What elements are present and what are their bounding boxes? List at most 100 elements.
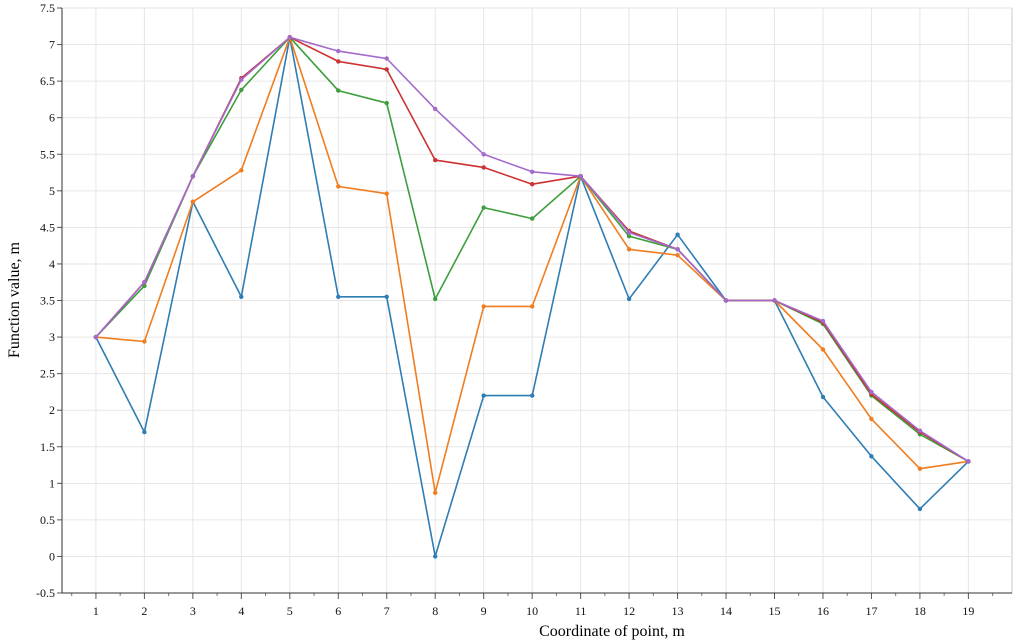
data-point [433, 490, 438, 495]
data-point [433, 554, 438, 559]
data-point [578, 174, 583, 179]
data-point [675, 253, 680, 258]
data-point [530, 393, 535, 398]
data-point [93, 334, 99, 340]
y-tick-label: 5.5 [40, 147, 55, 161]
y-tick-label: 0.5 [40, 513, 55, 527]
data-point [966, 459, 971, 464]
data-point [336, 48, 341, 54]
y-tick-label: 5 [49, 184, 55, 198]
data-point [530, 304, 535, 309]
data-point [481, 393, 486, 398]
data-point [626, 247, 632, 252]
y-tick-label: 1 [49, 476, 55, 490]
x-tick-label: 11 [575, 604, 587, 618]
x-tick-label: 3 [190, 604, 196, 618]
x-tick-label: 6 [335, 604, 341, 618]
x-tick-label: 18 [914, 604, 926, 618]
y-axis-title: Function value, m [6, 241, 23, 358]
data-point [626, 234, 632, 239]
x-tick-label: 7 [384, 604, 390, 618]
data-point [772, 298, 777, 303]
series-5 [93, 35, 971, 464]
data-point [675, 247, 680, 252]
data-point [481, 152, 486, 157]
data-point [142, 283, 147, 289]
x-tick-label: 16 [817, 604, 829, 618]
y-tick-label: 3.5 [40, 294, 55, 308]
data-point [142, 429, 147, 435]
y-tick-label: 7 [49, 38, 55, 52]
x-tick-label: 4 [238, 604, 244, 618]
data-point [433, 106, 438, 112]
y-tick-label: 6.5 [40, 74, 55, 88]
data-point [336, 294, 341, 299]
data-point [239, 294, 244, 299]
x-tick-label: 12 [623, 604, 635, 618]
data-point [530, 182, 535, 187]
data-point [675, 232, 680, 237]
data-point [239, 168, 244, 173]
x-tick-label: 15 [769, 604, 781, 618]
y-tick-label: 4.5 [40, 220, 55, 234]
data-point [142, 339, 147, 344]
data-point [287, 35, 292, 40]
y-tick-label: 2 [49, 403, 55, 417]
x-tick-label: 8 [432, 604, 438, 618]
x-tick-label: 5 [287, 604, 293, 618]
y-tick-label: 1.5 [40, 440, 55, 454]
data-point [530, 169, 535, 174]
x-tick-label: 1 [93, 604, 99, 618]
x-tick-label: 2 [141, 604, 147, 618]
data-point [869, 389, 874, 395]
data-point [239, 77, 244, 82]
y-tick-label: 4 [49, 257, 55, 271]
data-point [384, 100, 389, 106]
data-point [481, 304, 486, 309]
data-point [917, 506, 923, 512]
y-tick-label: 7.5 [40, 1, 55, 15]
data-point [723, 298, 729, 303]
data-point [142, 280, 147, 285]
data-point [626, 296, 632, 302]
y-tick-label: -0.5 [36, 586, 55, 600]
x-tick-label: 14 [720, 604, 732, 618]
y-tick-label: 2.5 [40, 367, 55, 381]
data-point [820, 347, 826, 352]
axes: -0.500.511.522.533.544.555.566.577.51 2 3 4… [36, 1, 1012, 618]
x-axis-title: Coordinate of point, m [539, 623, 685, 640]
data-point [433, 157, 438, 163]
data-point [481, 205, 486, 210]
data-point [239, 87, 244, 93]
data-point [820, 318, 826, 324]
data-point [869, 454, 874, 459]
data-point [530, 216, 535, 221]
y-tick-label: 6 [49, 111, 55, 125]
data-point [336, 59, 341, 64]
data-point [384, 56, 389, 61]
x-tick-label: 17 [865, 604, 877, 618]
x-tick-label: 10 [526, 604, 538, 618]
data-point [190, 174, 196, 179]
data-point [336, 184, 341, 189]
data-point [336, 88, 341, 93]
x-tick-label: 9 [481, 604, 487, 618]
x-tick-label: 13 [672, 604, 684, 618]
y-tick-label: 0 [49, 549, 55, 563]
data-point [626, 230, 632, 235]
data-point [190, 199, 196, 204]
data-point [433, 296, 438, 302]
series-lines [93, 35, 971, 559]
data-point [917, 428, 923, 433]
y-tick-label: 3 [49, 330, 55, 344]
data-point [384, 67, 389, 72]
data-point [384, 294, 389, 299]
data-point [384, 191, 389, 196]
data-point [481, 165, 486, 170]
x-tick-label: 19 [962, 604, 974, 618]
data-point [820, 394, 826, 400]
data-point [869, 416, 874, 422]
data-point [917, 466, 923, 471]
